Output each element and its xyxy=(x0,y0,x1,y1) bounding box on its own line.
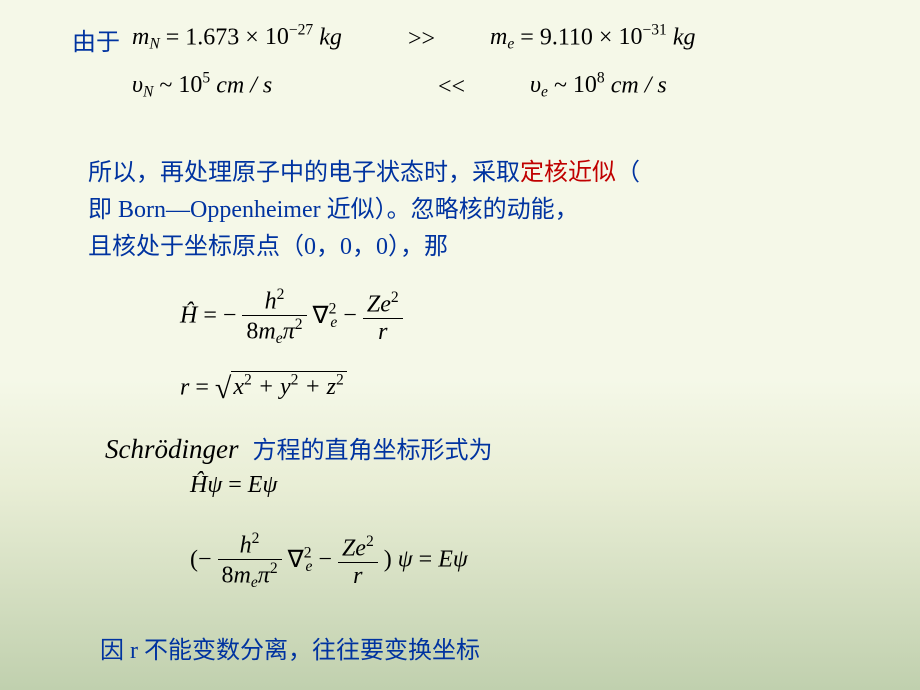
frac-Ze: Ze2 r xyxy=(363,289,403,346)
me-val: 9.110 xyxy=(540,24,593,50)
ve-sym: υe xyxy=(530,72,548,98)
ten1: 10−27 xyxy=(265,24,313,50)
tilde2: ~ xyxy=(554,72,573,98)
eq6: = xyxy=(419,547,439,573)
eq2: = xyxy=(520,24,540,50)
explain-2: 即 Born—Oppenheimer 近似）。忽略核的动能， xyxy=(88,197,579,223)
tilde1: ~ xyxy=(159,72,178,98)
eq5: = xyxy=(228,472,248,498)
cms2: cm / s xyxy=(611,72,667,98)
sqrt: √x2 + y2 + z2 xyxy=(215,372,347,406)
frac-h2: h2 8meπ2 xyxy=(242,286,306,348)
vN-sym: υN xyxy=(132,72,153,98)
times2: × xyxy=(599,24,613,50)
schrod-tail: 方程的直角坐标形式为 xyxy=(252,438,492,464)
ten4: 108 xyxy=(573,72,605,98)
ten3: 105 xyxy=(178,72,210,98)
H-hat: Ĥ xyxy=(180,303,197,329)
mN-val: 1.673 xyxy=(185,24,239,50)
eq3: = − xyxy=(203,303,242,329)
kg2: kg xyxy=(673,24,696,50)
ll: << xyxy=(438,74,465,100)
eq: = xyxy=(166,24,186,50)
explain-3: 且核处于坐标原点（0，0，0），那 xyxy=(88,234,448,260)
red-term: 定核近似 xyxy=(520,160,616,186)
explain-1b: （ xyxy=(616,160,640,186)
final-text: 因 r 不能变数分离，往往要变换坐标 xyxy=(100,638,480,664)
frac-Ze2: Ze2 r xyxy=(338,533,378,590)
eq4: = xyxy=(195,374,215,400)
cms1: cm / s xyxy=(216,72,272,98)
explain-1: 所以，再处理原子中的电子状态时，采取 xyxy=(88,160,520,186)
minus2: − xyxy=(343,303,363,329)
Epsi: Eψ xyxy=(248,472,278,498)
me-sym: me xyxy=(490,24,514,50)
gg: >> xyxy=(408,26,435,52)
schrodinger: Schrödinger xyxy=(105,434,238,464)
r-lhs: r xyxy=(180,374,189,400)
kg1: kg xyxy=(319,24,342,50)
frac-h2b: h2 8meπ2 xyxy=(218,530,282,592)
close-paren: ) xyxy=(384,547,392,573)
Epsi2: Eψ xyxy=(438,547,468,573)
Hpsi: Ĥψ xyxy=(190,472,222,498)
mN-sym: mN xyxy=(132,24,160,50)
ten2: 10−31 xyxy=(618,24,666,50)
minus3: − xyxy=(318,547,338,573)
intro-text: 由于 xyxy=(72,30,120,56)
nabla2: ∇2e xyxy=(313,303,338,329)
times: × xyxy=(245,24,259,50)
open-paren: (− xyxy=(190,547,212,573)
psi2: ψ xyxy=(398,547,413,573)
nabla2b: ∇2e xyxy=(288,547,313,573)
